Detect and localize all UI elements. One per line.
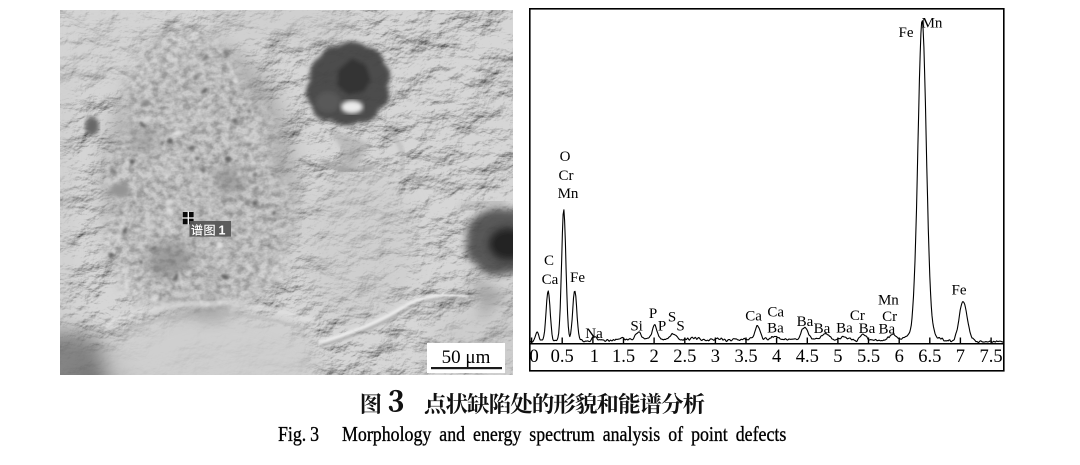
svg-text:3.5: 3.5 (734, 347, 757, 367)
svg-text:5: 5 (833, 347, 842, 367)
svg-text:Ba: Ba (836, 320, 853, 336)
svg-text:1: 1 (219, 224, 226, 238)
svg-text:0.5: 0.5 (551, 347, 574, 367)
svg-text:5.5: 5.5 (857, 347, 880, 367)
svg-text:Cr: Cr (559, 168, 574, 184)
svg-text:1: 1 (590, 347, 599, 367)
svg-text:Ca: Ca (745, 309, 762, 325)
svg-text:Cr: Cr (850, 308, 865, 324)
svg-text:S: S (676, 319, 684, 335)
svg-text:Mn: Mn (558, 186, 579, 202)
svg-text:0: 0 (529, 347, 538, 367)
svg-text:Ba: Ba (878, 322, 895, 338)
svg-text:Ba: Ba (797, 314, 814, 330)
svg-text:Fe: Fe (570, 270, 585, 286)
svg-text:Ba: Ba (859, 321, 876, 337)
svg-text:2.5: 2.5 (673, 347, 696, 367)
svg-text:P: P (649, 306, 657, 322)
svg-text:1.5: 1.5 (612, 347, 635, 367)
svg-text:S: S (668, 310, 676, 326)
svg-text:4: 4 (772, 347, 781, 367)
svg-text:50 μm: 50 μm (442, 347, 491, 368)
svg-text:4.5: 4.5 (796, 347, 819, 367)
svg-text:6.5: 6.5 (918, 347, 941, 367)
svg-text:Si: Si (630, 319, 643, 335)
svg-text:Ba: Ba (814, 321, 831, 337)
svg-text:6: 6 (895, 347, 904, 367)
svg-text:Mn: Mn (922, 16, 943, 32)
svg-text:2: 2 (649, 347, 658, 367)
svg-text:7.5: 7.5 (980, 347, 1003, 367)
svg-text:Fe: Fe (899, 25, 914, 41)
svg-text:O: O (560, 149, 571, 165)
svg-text:Ca: Ca (542, 272, 559, 288)
svg-text:P: P (658, 319, 666, 335)
svg-text:Ba: Ba (767, 320, 784, 336)
svg-text:Fe: Fe (952, 282, 967, 298)
svg-text:3: 3 (711, 347, 720, 367)
svg-text:Mn: Mn (878, 293, 899, 309)
svg-text:7: 7 (956, 347, 965, 367)
svg-text:Cr: Cr (882, 309, 897, 325)
svg-text:Ca: Ca (767, 304, 784, 320)
svg-text:C: C (544, 253, 554, 269)
svg-text:Na: Na (585, 326, 603, 342)
